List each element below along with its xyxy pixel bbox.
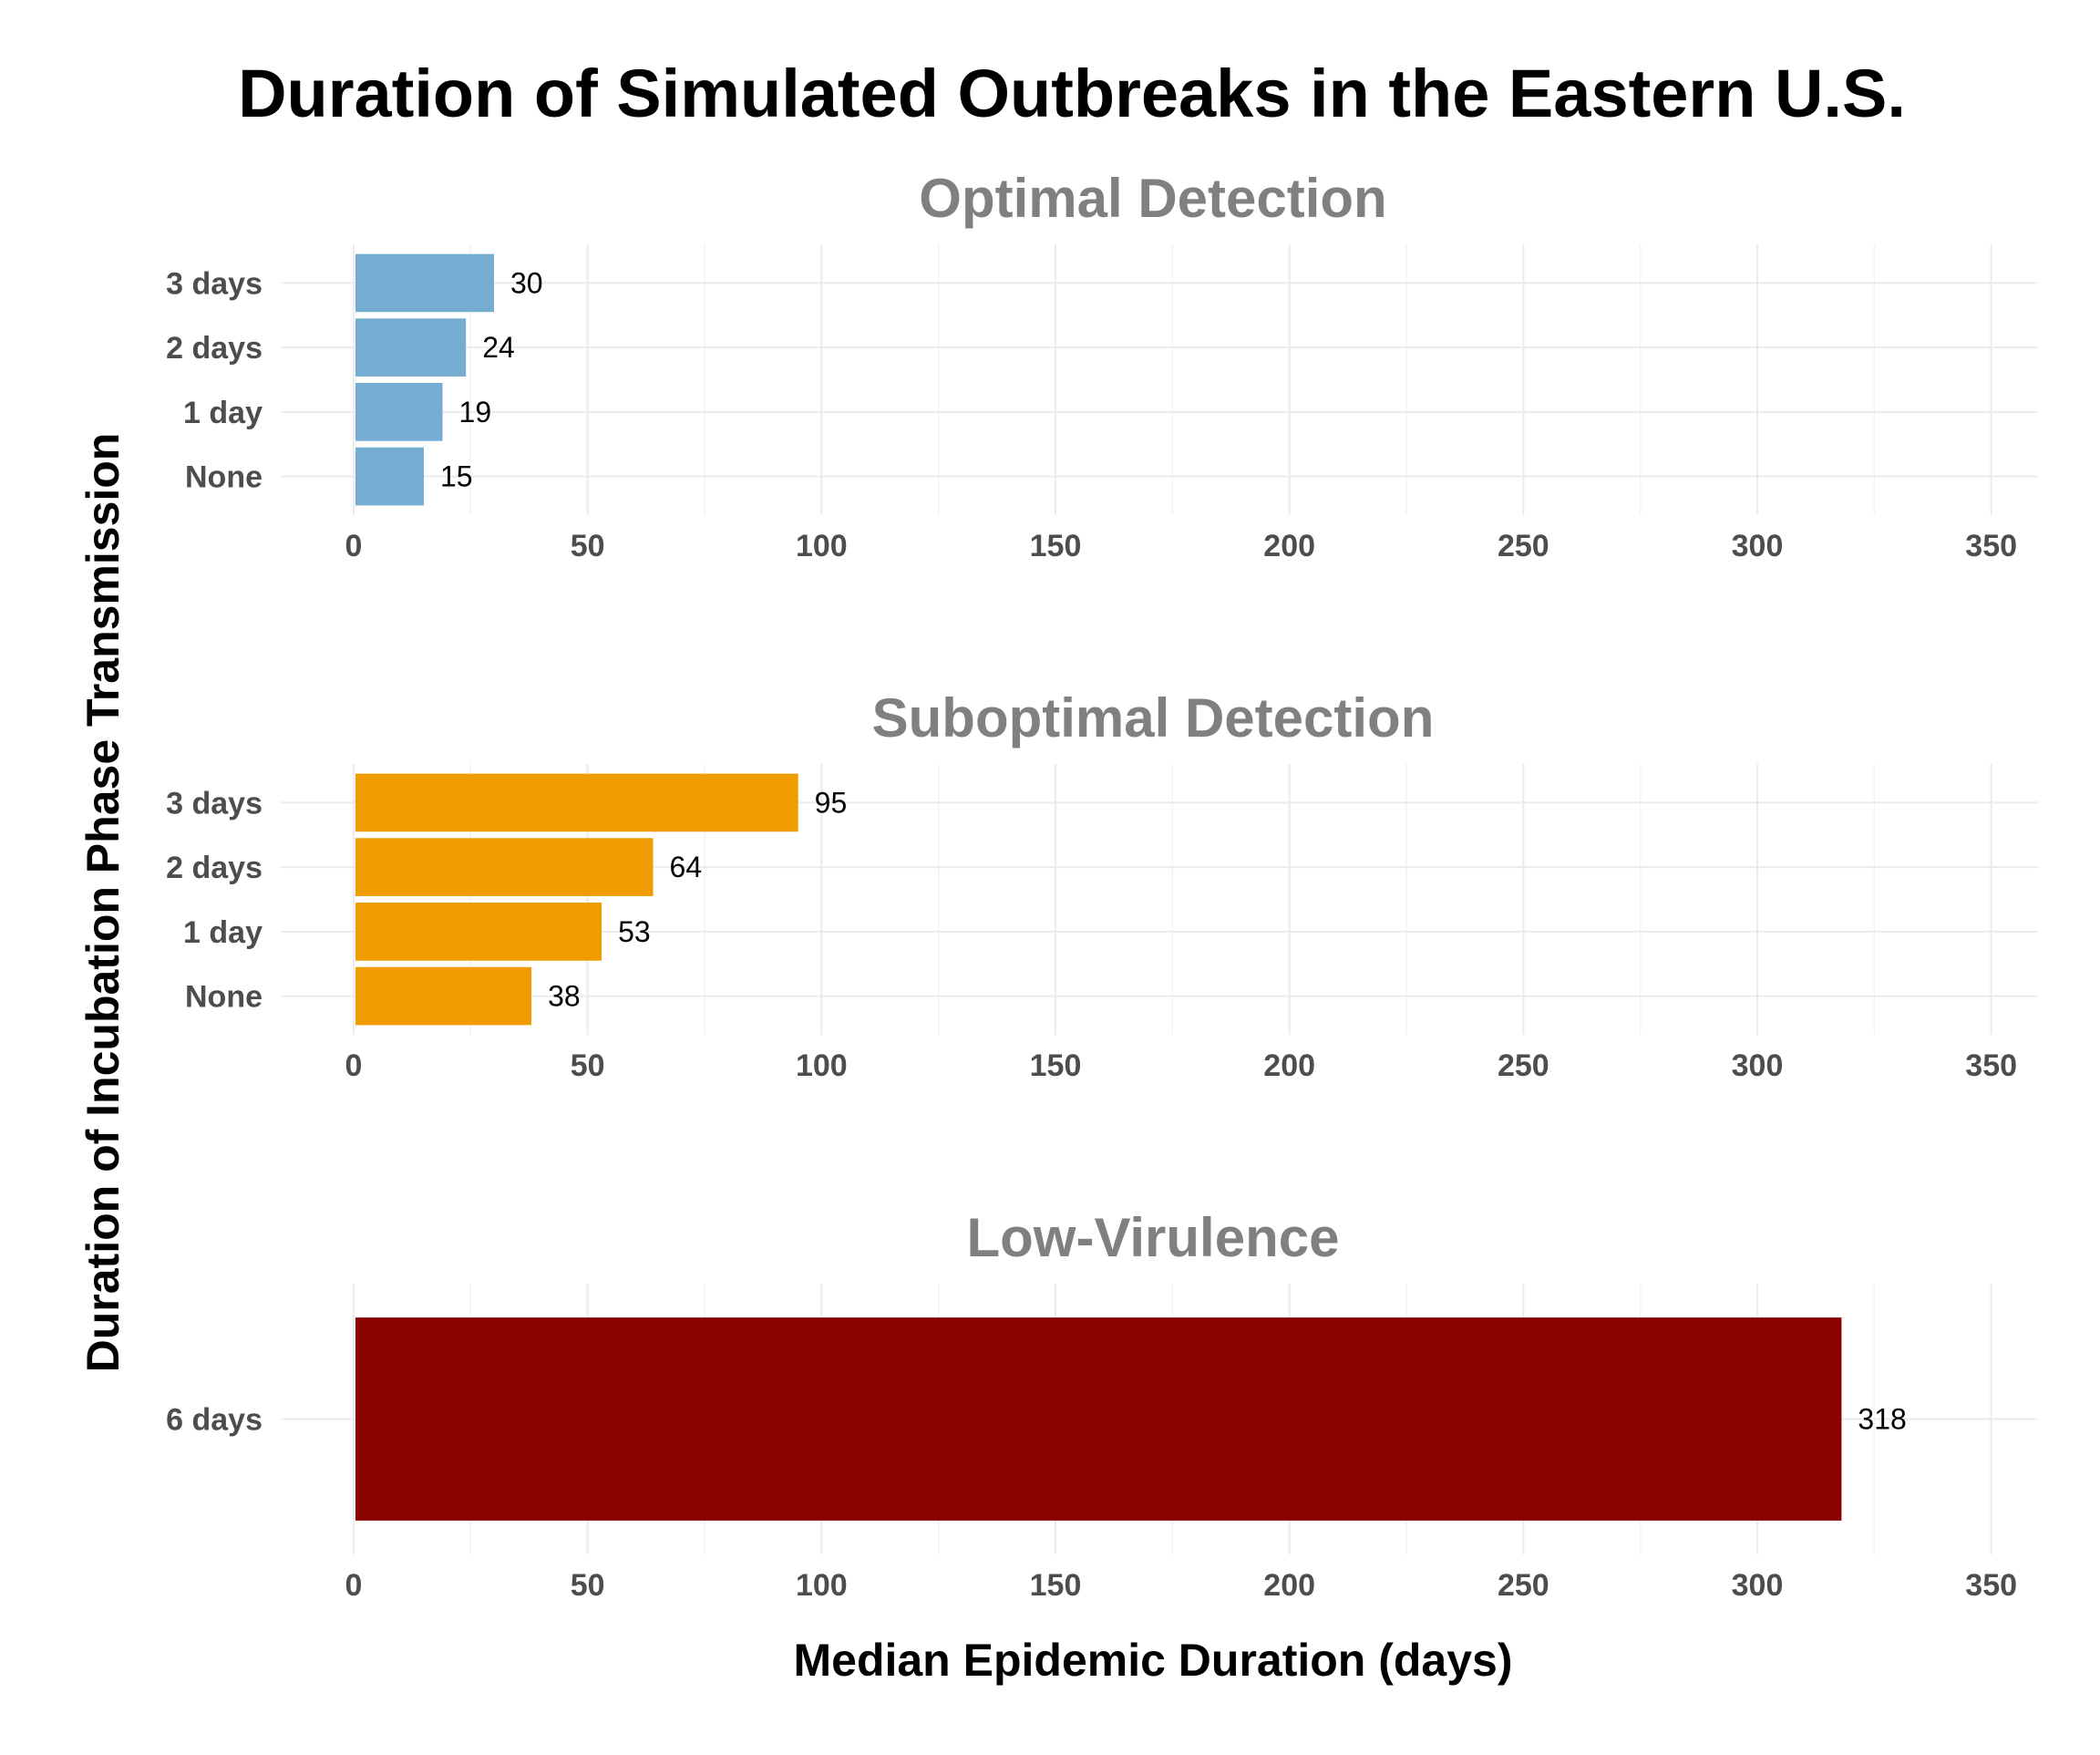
category-label: 1 day <box>183 396 262 430</box>
bar-value-label: 15 <box>440 460 473 493</box>
x-tick-label: 150 <box>1030 529 1082 563</box>
bar-value-label: 53 <box>618 915 651 948</box>
bar-value-label: 38 <box>548 980 581 1013</box>
bar <box>355 318 467 377</box>
bar <box>355 1317 1842 1521</box>
chart-title: Duration of Simulated Outbreaks in the E… <box>238 56 1906 131</box>
bar <box>355 838 654 896</box>
bar <box>355 966 532 1026</box>
bar-value-label: 95 <box>815 786 848 819</box>
chart-panels: Optimal Detection 15 None 19 1 day 24 2 days 30… <box>166 168 2038 1603</box>
x-tick-label: 300 <box>1732 529 1784 563</box>
category-label: 2 days <box>166 331 262 366</box>
panel-title: Optimal Detection <box>919 168 1386 229</box>
bar <box>355 383 443 441</box>
x-axis-title: Median Epidemic Duration (days) <box>793 1635 1512 1686</box>
panel-2: Low-Virulence 318 6 days 0 50 100 150 200 250 300… <box>166 1207 2038 1603</box>
category-label: 6 days <box>166 1403 262 1438</box>
category-label: None <box>185 980 262 1015</box>
bar <box>355 773 798 832</box>
x-tick-label: 250 <box>1498 529 1549 563</box>
panel-0: Optimal Detection 15 None 19 1 day 24 2 days 30… <box>166 168 2038 563</box>
x-tick-label: 200 <box>1263 1048 1315 1083</box>
x-tick-label: 250 <box>1498 1568 1549 1603</box>
panel-title: Low-Virulence <box>967 1207 1340 1268</box>
y-axis-title: Duration of Incubation Phase Transmissio… <box>77 433 129 1373</box>
bar <box>355 253 494 313</box>
bar <box>355 447 424 506</box>
category-label: 3 days <box>166 266 262 301</box>
bar-value-label: 24 <box>482 331 515 364</box>
x-tick-label: 0 <box>345 1568 363 1603</box>
x-tick-label: 350 <box>1965 1048 2017 1083</box>
x-tick-label: 150 <box>1030 1048 1082 1083</box>
category-label: 1 day <box>183 915 262 950</box>
x-tick-label: 100 <box>796 1048 848 1083</box>
bar-value-label: 64 <box>670 851 703 883</box>
x-tick-label: 300 <box>1732 1568 1784 1603</box>
x-tick-label: 150 <box>1030 1568 1082 1603</box>
category-label: None <box>185 460 262 495</box>
x-tick-label: 50 <box>571 1568 605 1603</box>
x-tick-label: 0 <box>345 1048 363 1083</box>
bar-value-label: 30 <box>510 266 543 299</box>
x-tick-label: 50 <box>571 1048 605 1083</box>
x-tick-label: 50 <box>571 529 605 563</box>
x-tick-label: 0 <box>345 529 363 563</box>
x-tick-label: 350 <box>1965 1568 2017 1603</box>
panel-title: Suboptimal Detection <box>872 687 1435 748</box>
bar-value-label: 318 <box>1858 1403 1906 1436</box>
x-tick-label: 350 <box>1965 529 2017 563</box>
panel-1: Suboptimal Detection 38 None 53 1 day 64 2 day… <box>166 687 2038 1083</box>
category-label: 3 days <box>166 786 262 821</box>
x-tick-label: 200 <box>1263 1568 1315 1603</box>
bar <box>355 903 602 961</box>
x-tick-label: 200 <box>1263 529 1315 563</box>
x-tick-label: 250 <box>1498 1048 1549 1083</box>
bar-value-label: 19 <box>459 396 492 428</box>
x-tick-label: 100 <box>796 1568 848 1603</box>
x-tick-label: 100 <box>796 529 848 563</box>
x-tick-label: 300 <box>1732 1048 1784 1083</box>
category-label: 2 days <box>166 851 262 885</box>
